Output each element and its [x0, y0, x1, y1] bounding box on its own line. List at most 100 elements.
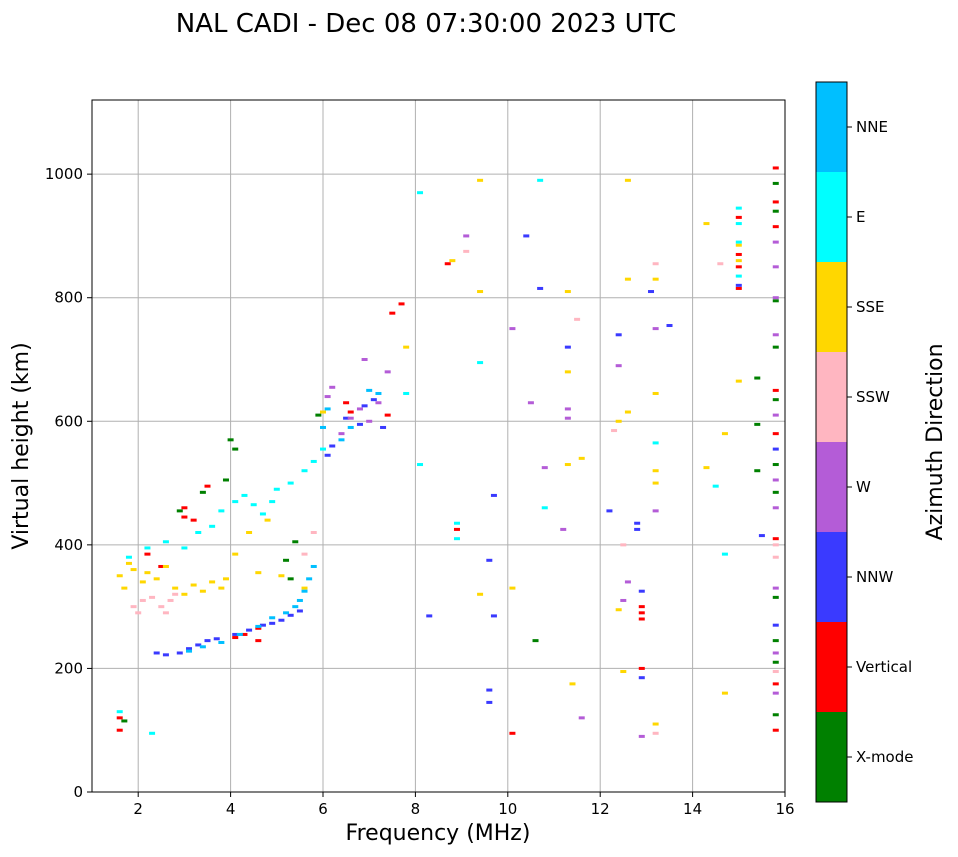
point-sse: [564, 370, 571, 374]
point-e: [232, 500, 239, 504]
point-e: [209, 524, 216, 528]
point-vertical: [144, 552, 151, 556]
point-sse: [190, 583, 197, 587]
point-w: [772, 691, 779, 695]
point-sse: [181, 592, 188, 596]
point-x-mode: [315, 413, 322, 417]
point-vertical: [638, 611, 645, 615]
y-tick-label: 0: [73, 783, 83, 801]
point-sse: [320, 410, 326, 414]
colorbar-tick-label: Vertical: [856, 658, 912, 676]
point-ssw: [652, 731, 659, 735]
point-w: [338, 432, 345, 436]
point-nnw: [296, 609, 303, 613]
y-axis-label: Virtual height (km): [9, 342, 34, 549]
point-w: [564, 407, 571, 411]
grid-lines: [92, 100, 786, 793]
point-nnw: [356, 422, 363, 426]
point-vertical: [772, 728, 779, 732]
point-sse: [144, 571, 151, 575]
point-nnw: [278, 618, 285, 622]
point-e: [541, 506, 548, 510]
colorbar-tick-label: SSW: [856, 388, 890, 406]
plot-area-frame: [91, 99, 786, 793]
point-vertical: [772, 200, 779, 204]
point-ssw: [162, 611, 169, 615]
point-nnw: [246, 628, 253, 632]
point-vertical: [190, 518, 197, 522]
point-vertical: [772, 432, 779, 436]
point-vertical: [638, 605, 645, 609]
point-e: [712, 484, 719, 488]
point-w: [527, 401, 534, 405]
colorbar-segment-nne: [816, 82, 847, 172]
point-ssw: [158, 605, 165, 609]
point-x-mode: [772, 398, 779, 402]
point-nnw: [486, 688, 493, 692]
x-tick-label: 10: [498, 800, 517, 818]
y-tick-label: 400: [54, 536, 83, 554]
point-x-mode: [772, 595, 779, 599]
point-sse: [735, 243, 742, 247]
point-e: [477, 361, 484, 365]
point-sse: [615, 608, 622, 612]
point-vertical: [116, 716, 123, 720]
point-e: [417, 463, 424, 467]
point-sse: [449, 259, 456, 263]
point-ssw: [301, 552, 308, 556]
point-e: [735, 222, 742, 226]
point-nnw: [634, 521, 641, 525]
point-x-mode: [222, 478, 229, 482]
point-e: [453, 521, 460, 525]
point-ssw: [772, 670, 779, 674]
point-w: [615, 364, 622, 368]
point-sse: [172, 586, 179, 590]
point-w: [638, 734, 645, 738]
point-w: [772, 333, 779, 337]
point-x-mode: [772, 181, 779, 185]
point-sse: [615, 419, 622, 423]
point-x-mode: [772, 660, 779, 664]
point-nnw: [486, 558, 493, 562]
point-nnw: [324, 453, 331, 457]
point-x-mode: [754, 376, 761, 380]
point-sse: [121, 586, 128, 590]
colorbar-tick-label: SSE: [856, 298, 885, 316]
point-sse: [652, 277, 659, 281]
point-nne: [296, 598, 303, 602]
point-vertical: [772, 225, 779, 229]
point-vertical: [735, 286, 742, 290]
point-ssw: [149, 595, 156, 599]
point-x-mode: [754, 422, 761, 426]
point-sse: [721, 432, 728, 436]
point-sse: [703, 466, 710, 470]
point-vertical: [116, 728, 123, 732]
point-sse: [264, 518, 271, 522]
point-nne: [375, 391, 382, 395]
point-ssw: [139, 598, 146, 602]
point-sse: [209, 580, 216, 584]
point-sse: [652, 391, 659, 395]
point-x-mode: [227, 438, 234, 442]
point-sse: [125, 561, 132, 565]
point-sse: [246, 531, 253, 534]
point-e: [195, 531, 202, 534]
point-nnw: [486, 700, 493, 704]
point-x-mode: [772, 490, 779, 494]
point-nnw: [490, 614, 497, 618]
point-sse: [569, 682, 576, 686]
point-vertical: [255, 639, 262, 643]
point-nne: [338, 438, 345, 442]
colorbar-tick-label: E: [856, 208, 865, 226]
x-tick-label: 8: [411, 800, 421, 818]
point-nne: [366, 388, 373, 392]
colorbar-segment-nnw: [816, 532, 847, 622]
point-nnw: [426, 614, 433, 618]
point-vertical: [453, 527, 460, 531]
point-x-mode: [232, 447, 239, 451]
point-ssw: [172, 592, 179, 596]
point-w: [624, 580, 631, 584]
point-nnw: [490, 493, 497, 497]
x-tick-label: 12: [591, 800, 610, 818]
